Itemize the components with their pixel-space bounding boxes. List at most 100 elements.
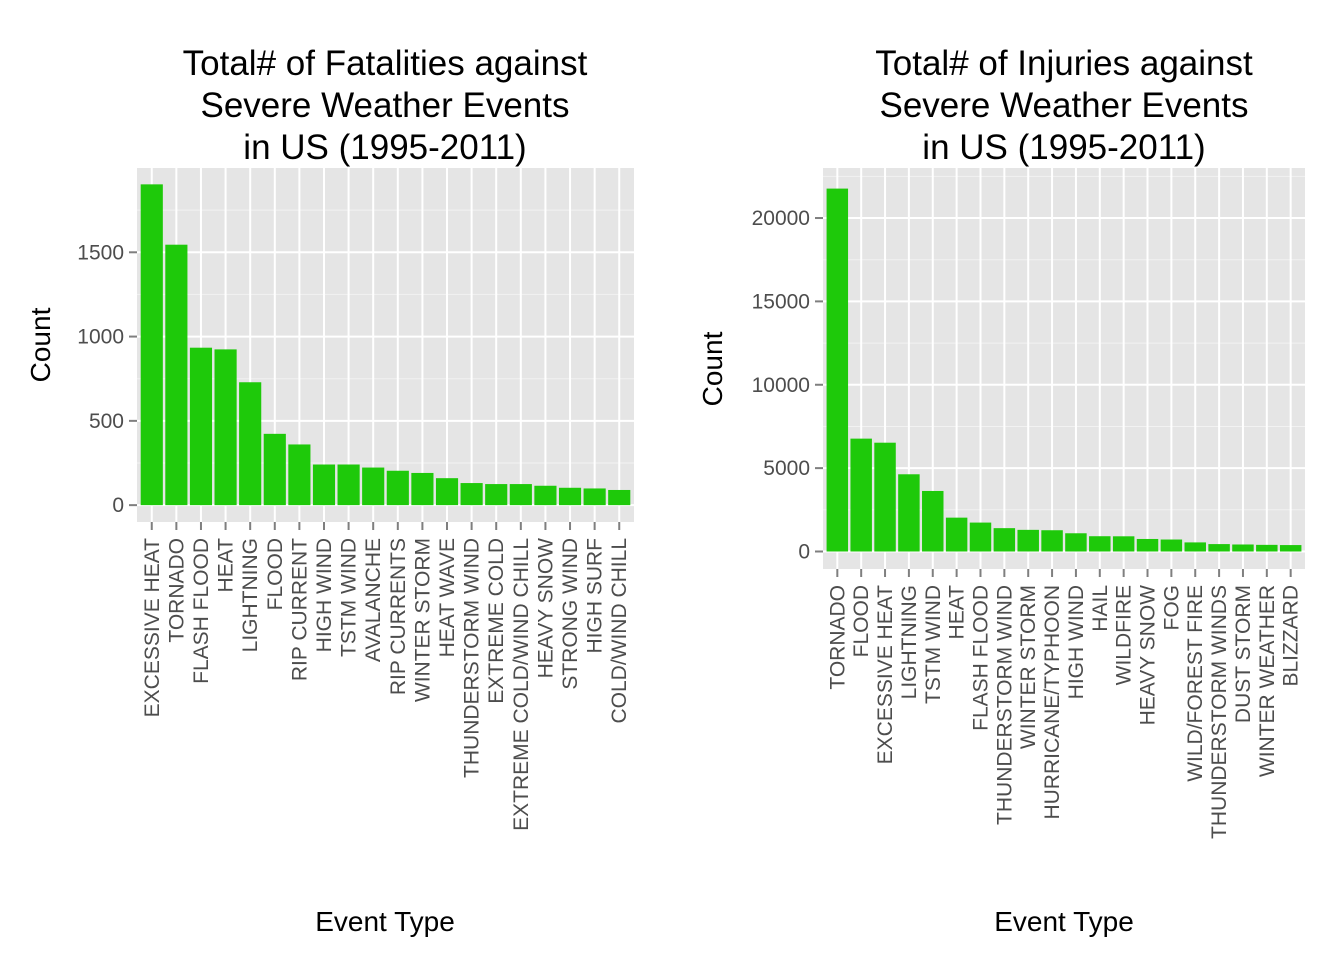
bar xyxy=(874,442,896,552)
x-category-label: LIGHTNING xyxy=(898,585,921,699)
x-category-label: HIGH WIND xyxy=(313,538,336,652)
fatalities-chart: Total# of Fatalities against Severe Weat… xyxy=(25,44,634,937)
x-category-label: FLASH FLOOD xyxy=(969,585,992,731)
x-category-label: WINTER STORM xyxy=(411,538,434,702)
x-category-label: HEAVY SNOW xyxy=(534,538,557,679)
bar xyxy=(534,485,557,506)
x-axis-title: Event Type xyxy=(994,906,1134,937)
bar xyxy=(1089,536,1111,552)
x-category-label: HEAT WAVE xyxy=(436,538,459,657)
bar xyxy=(608,489,631,506)
bar xyxy=(1065,533,1087,552)
x-category-label: HEAT xyxy=(946,585,969,640)
x-category-label: EXCESSIVE HEAT xyxy=(874,585,897,765)
bar xyxy=(263,433,286,506)
bar xyxy=(922,490,944,552)
bar xyxy=(1160,539,1183,552)
bar xyxy=(509,484,532,506)
x-axis-title: Event Type xyxy=(315,906,455,937)
chart-title-line: Total# of Fatalities against xyxy=(183,44,588,83)
y-tick-label: 5000 xyxy=(763,457,810,480)
bar xyxy=(411,472,434,506)
bar xyxy=(993,528,1016,552)
bar xyxy=(826,188,849,552)
x-category-label: EXTREME COLD xyxy=(485,538,508,704)
x-category-label: COLD/WIND CHILL xyxy=(608,538,631,724)
bar xyxy=(312,464,336,506)
bar xyxy=(460,483,483,506)
x-category-label: BLIZZARD xyxy=(1280,585,1303,687)
x-category-label: TORNADO xyxy=(826,585,849,690)
bar xyxy=(945,517,968,552)
x-category-label: LIGHTNING xyxy=(239,538,262,652)
bar xyxy=(337,464,360,506)
plot-area: 0 5000 10000 15000 20000 TORNADO FLOOD EXCESSIV… xyxy=(752,168,1305,839)
x-category-label: HIGH SURF xyxy=(584,538,607,654)
injuries-chart: Total# of Injuries against Severe Weathe… xyxy=(697,44,1305,937)
bar xyxy=(214,349,237,506)
y-tick-label: 15000 xyxy=(752,290,810,313)
plot-area: 0 500 1000 1500 EXCESSIVE HEAT TORNADO FLASH F… xyxy=(77,168,634,831)
x-category-label: HEAVY SNOW xyxy=(1137,585,1160,726)
y-tick-label: 0 xyxy=(798,540,810,563)
y-tick-label: 20000 xyxy=(752,207,810,230)
x-category-label: FLOOD xyxy=(264,538,287,610)
bar xyxy=(1017,529,1039,552)
bar xyxy=(485,484,508,506)
y-tick-label: 1000 xyxy=(77,326,124,349)
chart-title-line: Severe Weather Events xyxy=(201,86,570,125)
x-category-label: THUNDERSTORM WIND xyxy=(993,585,1016,825)
x-category-label: WILDFIRE xyxy=(1113,585,1136,685)
x-category-label: EXTREME COLD/WIND CHILL xyxy=(510,538,533,831)
bar xyxy=(898,474,920,552)
chart-title-line: in US (1995-2011) xyxy=(922,128,1205,167)
x-category-label: STRONG WIND xyxy=(559,538,582,690)
bar xyxy=(1184,542,1206,552)
bar xyxy=(1208,544,1230,552)
bar xyxy=(1279,545,1302,552)
bar xyxy=(140,184,163,506)
bar xyxy=(1256,544,1278,552)
x-category-label: DUST STORM xyxy=(1232,585,1255,723)
x-category-label: TSTM WIND xyxy=(338,538,361,657)
x-category-label: WILD/FOREST FIRE xyxy=(1184,585,1207,782)
bar xyxy=(288,444,311,506)
bar xyxy=(189,347,213,506)
x-category-label: TSTM WIND xyxy=(922,585,945,704)
bar xyxy=(558,487,582,506)
bar xyxy=(1112,536,1135,552)
chart-title-line: in US (1995-2011) xyxy=(243,128,526,167)
x-category-label: HEAT xyxy=(215,538,238,593)
bar xyxy=(239,382,262,506)
x-category-label: HURRICANE/TYPHOON xyxy=(1041,585,1064,820)
bar xyxy=(435,478,459,506)
y-tick-label: 1500 xyxy=(77,241,124,264)
y-axis-title: Count xyxy=(697,331,728,406)
bar xyxy=(1232,544,1254,552)
bar xyxy=(386,470,409,506)
y-axis-title: Count xyxy=(25,307,56,382)
bar xyxy=(583,488,606,506)
x-category-label: FLASH FLOOD xyxy=(190,538,213,684)
x-category-label: FOG xyxy=(1160,585,1183,631)
x-category-label: WINTER WEATHER xyxy=(1256,585,1279,777)
chart-title-line: Total# of Injuries against xyxy=(875,44,1253,83)
x-category-label: THUNDERSTORM WIND xyxy=(461,538,484,778)
bar xyxy=(1041,530,1063,552)
bar xyxy=(969,522,992,552)
y-tick-label: 0 xyxy=(112,494,124,517)
x-category-label: EXCESSIVE HEAT xyxy=(141,538,164,718)
y-tick-label: 10000 xyxy=(752,374,810,397)
bar xyxy=(165,244,188,506)
x-category-label: FLOOD xyxy=(850,585,873,657)
bar xyxy=(850,438,872,552)
x-category-label: AVALANCHE xyxy=(362,538,385,662)
x-category-label: RIP CURRENT xyxy=(288,538,311,681)
y-tick-label: 500 xyxy=(89,410,124,433)
x-category-label: HAIL xyxy=(1089,585,1112,632)
x-category-label: TORNADO xyxy=(165,538,188,643)
x-category-label: RIP CURRENTS xyxy=(387,538,410,695)
x-category-label: HIGH WIND xyxy=(1065,585,1088,699)
x-category-label: WINTER STORM xyxy=(1017,585,1040,749)
